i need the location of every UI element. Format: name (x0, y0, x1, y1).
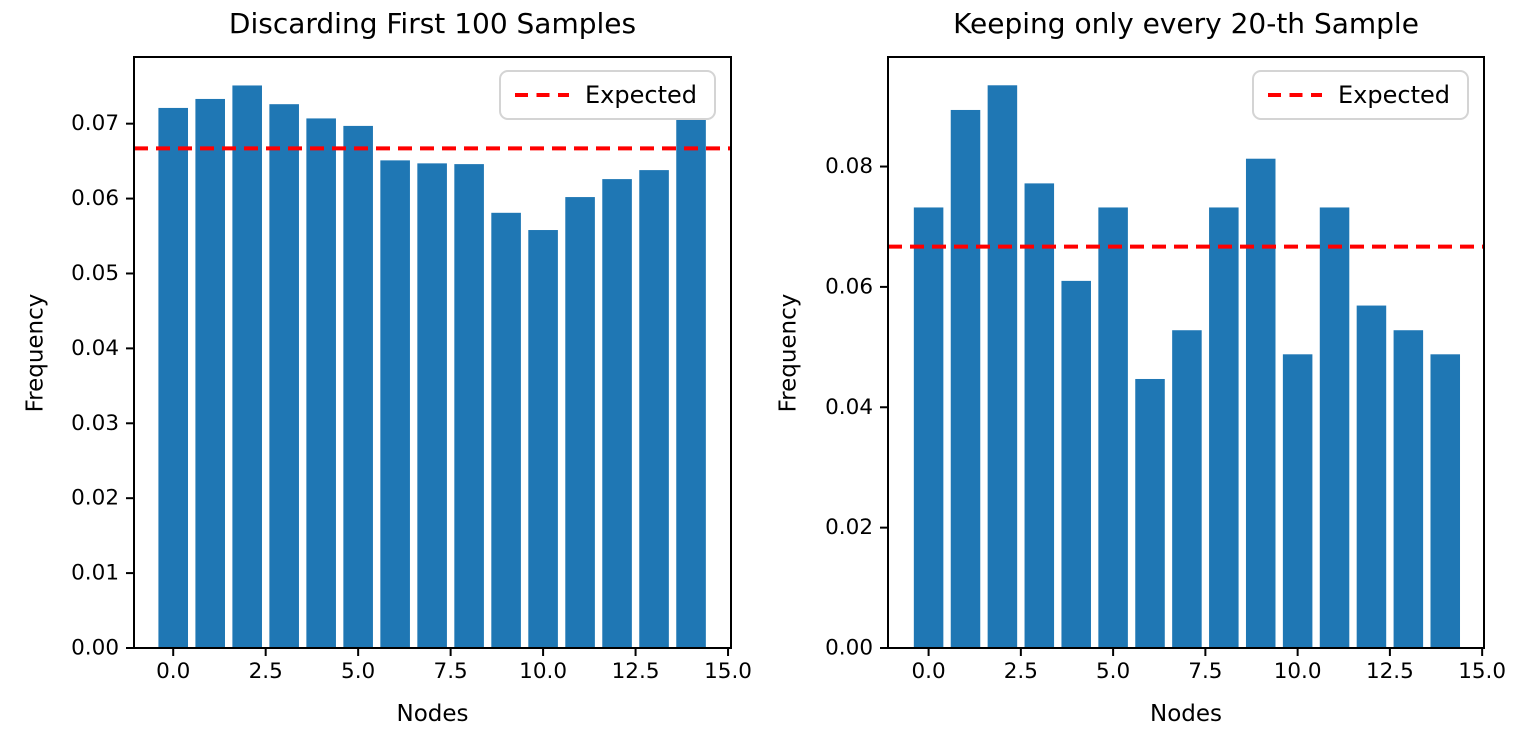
bar (565, 197, 595, 648)
bar (528, 230, 558, 649)
bar (417, 163, 447, 648)
x-tick-label: 10.0 (519, 659, 567, 684)
legend: Expected (499, 70, 716, 120)
bar (491, 212, 521, 648)
expected-dashed-line-icon (515, 93, 570, 97)
y-tick-label: 0.00 (825, 636, 873, 661)
y-tick-label: 0.04 (71, 336, 119, 361)
bar (306, 118, 336, 648)
x-tick-label: 5.0 (1096, 659, 1130, 684)
bar (1356, 305, 1387, 648)
bar (639, 170, 669, 649)
plot-frame (133, 56, 732, 649)
plot-area: 0.0 2.5 5.0 7.5 10.0 12.5 15.0 0.00 0.02 0.04 0.06… (825, 56, 1506, 684)
x-tick-label: 15.0 (704, 659, 752, 684)
bar (602, 179, 632, 648)
y-tick-label: 0.08 (825, 154, 873, 179)
y-tick-label: 0.01 (71, 561, 119, 586)
y-tick-label: 0.02 (825, 515, 873, 540)
bar (454, 164, 484, 648)
x-tick-label: 12.5 (612, 659, 660, 684)
bar (913, 207, 944, 648)
x-tick-label: 10.0 (1274, 659, 1322, 684)
bar (1024, 183, 1055, 648)
x-tick-label: 2.5 (1004, 659, 1038, 684)
x-axis-label: Nodes (1149, 701, 1222, 727)
x-tick-label: 15.0 (1458, 659, 1506, 684)
bar (1319, 207, 1350, 648)
bar (1209, 207, 1239, 648)
x-tick-label: 2.5 (249, 659, 283, 684)
legend-label: Expected (585, 81, 697, 109)
x-tick-label: 0.0 (156, 659, 190, 684)
bar (1282, 354, 1313, 648)
y-tick-label: 0.02 (71, 486, 119, 511)
plot-area: 0.0 2.5 5.0 7.5 10.0 12.5 15.0 0.00 0.01 0.02 0.03… (71, 56, 752, 684)
y-tick-label: 0.03 (71, 411, 119, 436)
y-tick-label: 0.06 (71, 186, 119, 211)
expected-dashed-line-icon (1268, 93, 1323, 97)
bar-plot-svg: 0.0 2.5 5.0 7.5 10.0 12.5 15.0 0.00 0.01 0.02 0.03… (71, 56, 752, 684)
chart-title: Discarding First 100 Samples (228, 7, 637, 40)
bar (269, 104, 299, 648)
bar (1430, 354, 1461, 648)
x-axis-label: Nodes (396, 701, 469, 727)
bar (195, 98, 225, 648)
bar (1172, 330, 1202, 648)
bar (232, 85, 262, 649)
bar (1061, 280, 1091, 648)
x-tick-label: 5.0 (341, 659, 375, 684)
legend: Expected (1252, 70, 1469, 120)
y-tick-label: 0.05 (71, 261, 119, 286)
bar (343, 125, 373, 649)
x-tick-label: 7.5 (1188, 659, 1222, 684)
chart-title: Keeping only every 20-th Sample (953, 7, 1419, 40)
bar (987, 85, 1018, 649)
bar (1135, 378, 1165, 648)
bar (676, 119, 706, 648)
x-tick-label: 7.5 (434, 659, 468, 684)
bar-plot-svg: 0.0 2.5 5.0 7.5 10.0 12.5 15.0 0.00 0.02 0.04 0.06… (825, 56, 1506, 684)
bar (158, 107, 189, 648)
legend-label: Expected (1338, 81, 1450, 109)
bar (950, 109, 981, 648)
x-tick-label: 0.0 (911, 659, 945, 684)
y-tick-label: 0.06 (825, 274, 873, 299)
bar (1393, 330, 1424, 648)
bar (380, 160, 410, 648)
y-tick-label: 0.07 (71, 111, 119, 136)
y-tick-label: 0.00 (71, 636, 119, 661)
x-tick-label: 12.5 (1366, 659, 1414, 684)
plot-frame (887, 56, 1485, 649)
y-axis-label: Frequency (775, 293, 801, 412)
y-tick-label: 0.04 (825, 395, 873, 420)
bar (1098, 207, 1128, 648)
bar (1245, 158, 1276, 648)
